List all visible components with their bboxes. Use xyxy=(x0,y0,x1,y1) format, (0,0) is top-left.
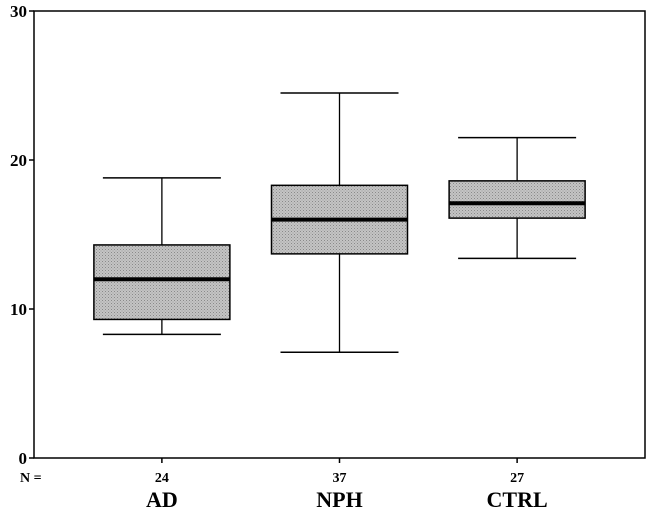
n-label: N = xyxy=(20,471,42,486)
box-series xyxy=(93,92,586,463)
n-value-ad: 24 xyxy=(155,471,169,486)
iqr-box xyxy=(93,244,231,321)
y-tick-label: 20 xyxy=(10,151,27,170)
n-value-nph: 37 xyxy=(333,471,347,486)
n-value-ctrl: 27 xyxy=(510,471,524,486)
iqr-box xyxy=(448,180,586,219)
y-axis: 0 10 20 30 xyxy=(10,2,34,468)
category-labels: AD NPH CTRL xyxy=(146,487,548,509)
y-tick-label: 10 xyxy=(10,300,27,319)
box-ad xyxy=(93,177,231,463)
category-label-ad: AD xyxy=(146,487,178,509)
box-nph xyxy=(270,92,409,463)
n-values: 24 37 27 xyxy=(155,471,524,486)
y-tick-label: 0 xyxy=(19,449,28,468)
box-ctrl xyxy=(448,136,586,463)
y-tick-label: 30 xyxy=(10,2,27,21)
category-label-nph: NPH xyxy=(316,487,362,509)
category-label-ctrl: CTRL xyxy=(487,487,548,509)
